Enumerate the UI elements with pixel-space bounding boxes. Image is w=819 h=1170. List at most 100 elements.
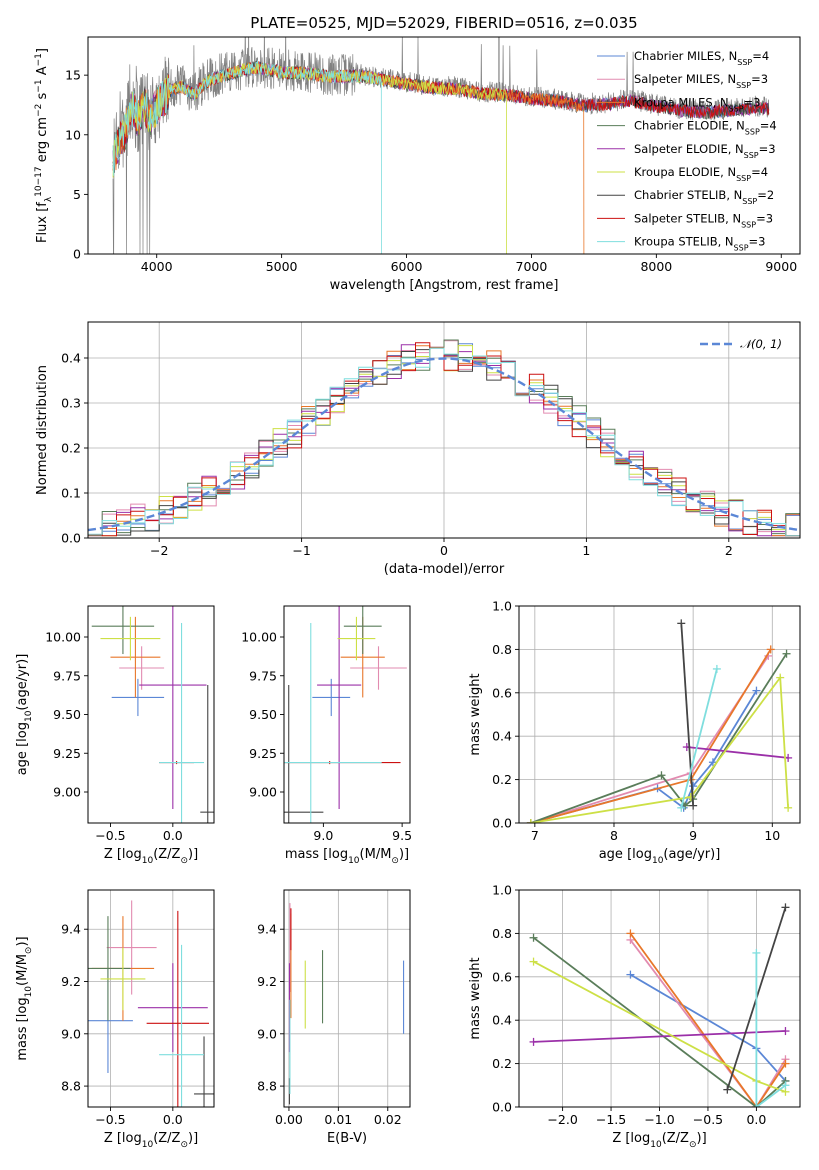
x-axis-label: E(B-V) [327, 1131, 367, 1146]
mass-vs-metallicity-plot-area [88, 890, 214, 1107]
y-tick-label: 9.75 [53, 668, 81, 683]
y-tick-label: 9.0 [257, 1026, 277, 1041]
y-tick-label: 10.00 [241, 630, 277, 645]
y-tick-label: 0.0 [492, 1100, 512, 1115]
weight-marker [781, 1027, 790, 1036]
error-bar-9 [159, 623, 205, 823]
figure-title: PLATE=0525, MJD=52029, FIBERID=0516, z=0… [250, 14, 637, 32]
weight-marker [657, 771, 666, 780]
error-bar-5 [139, 606, 207, 810]
weight-line-6 [530, 675, 789, 823]
model-spectrum-6 [112, 62, 507, 254]
y-tick-label: 8.8 [257, 1079, 277, 1094]
error-bar-7 [200, 685, 214, 823]
x-axis-label: Z [log10(Z/Z⊙)] [104, 847, 198, 866]
y-tick-label: 0.6 [492, 685, 512, 700]
x-tick-label: 10 [764, 828, 780, 843]
error-bar-9 [284, 623, 382, 823]
y-tick-label: 8.8 [61, 1079, 81, 1094]
weight-line-7 [680, 623, 694, 806]
y-tick-label: 0.4 [492, 1013, 512, 1028]
x-tick-label: 9.5 [392, 828, 412, 843]
weight-line-5 [533, 1030, 786, 1043]
legend-entry: Chabrier ELODIE, NSSP=4 [634, 119, 777, 137]
x-tick-label: 8 [610, 828, 618, 843]
y-tick-label: 0.4 [61, 351, 81, 366]
y-tick-label: 0.3 [61, 396, 81, 411]
x-tick-label: 2 [725, 543, 733, 558]
x-tick-label: −0.5 [95, 1112, 125, 1127]
weight-marker [708, 758, 717, 767]
model-spectrum-9 [112, 59, 382, 254]
mass-weight-vs-metallicity-panel: −2.0 −1.5 −1.0 −0.5 0.0 0.0 0.2 0.4 0.6 0.8 1.0 Z [… [468, 883, 801, 1150]
age-vs-metallicity-plot-area [91, 606, 214, 823]
y-tick-label: 9.2 [61, 974, 81, 989]
y-tick-label: 10 [65, 127, 81, 142]
legend-entry: Salpeter ELODIE, NSSP=3 [634, 142, 776, 160]
legend-entry: Chabrier STELIB, NSSP=2 [634, 188, 774, 206]
weight-line-3 [629, 932, 787, 1107]
error-bar-6 [100, 616, 161, 661]
axes-frame [518, 605, 801, 824]
weight-marker [752, 1103, 761, 1107]
legend-entry: Salpeter STELIB, NSSP=3 [634, 211, 773, 229]
y-tick-label: 0.6 [492, 969, 512, 984]
plots-layer: 4000 5000 6000 7000 8000 9000051015wavelength… [15, 36, 801, 1150]
y-tick-label: 9.00 [249, 785, 277, 800]
weight-marker [677, 803, 686, 812]
legend-entry: Kroupa ELODIE, NSSP=4 [634, 165, 768, 183]
error-bar-6 [100, 947, 146, 1011]
weight-marker [784, 803, 793, 812]
weight-marker [689, 782, 698, 791]
y-tick-label: 0.2 [492, 772, 512, 787]
mass-vs-metallicity-panel: −0.5 0.0 8.8 9.0 9.2 9.4 Z [log10(Z/Z⊙)] mass [… [15, 889, 215, 1150]
mass-weight-vs-age-plot-area [519, 606, 800, 823]
y-tick-label: 0.1 [61, 486, 81, 501]
error-bar-8 [146, 910, 210, 1107]
y-tick-label: 9.25 [249, 746, 277, 761]
spectrum-plot-area [112, 37, 770, 254]
weight-marker [766, 645, 775, 654]
weight-marker [781, 1081, 790, 1090]
x-tick-label: 9000 [765, 259, 797, 274]
error-bar-4 [91, 606, 155, 655]
y-tick-label: 0.4 [492, 729, 512, 744]
mass-vs-ebv-panel: 0.00 0.01 0.02 8.8 9.0 9.2 9.4 E(B-V) [257, 889, 411, 1146]
legend-entry: Chabrier MILES, NSSP=4 [634, 49, 769, 67]
y-tick-label: 9.4 [61, 922, 81, 937]
age-vs-metallicity-panel: −0.5 0.0 9.00 9.25 9.50 9.75 10.00 Z [log10(Z/Z… [15, 605, 215, 866]
weight-line-4 [532, 936, 787, 1107]
x-tick-label: −1.5 [596, 1112, 626, 1127]
x-tick-label: −0.5 [693, 1112, 723, 1127]
y-axis-label: Flux [fλ10−17 erg cm−2 s−1 A−1] [34, 48, 54, 243]
weight-marker [626, 970, 635, 979]
x-tick-label: 4000 [141, 259, 173, 274]
x-axis-label: Z [log10(Z/Z⊙)] [612, 1131, 706, 1150]
weight-marker [712, 664, 721, 673]
error-bar-5 [317, 606, 362, 810]
error-bar-4 [343, 606, 382, 655]
y-tick-label: 9.00 [53, 785, 81, 800]
weight-marker [752, 948, 761, 957]
x-tick-label: 9 [689, 828, 697, 843]
x-axis-label: (data-model)/error [384, 562, 505, 577]
y-tick-label: 9.50 [53, 707, 81, 722]
weight-marker [529, 957, 538, 966]
weight-marker [626, 929, 635, 938]
x-tick-label: −2.0 [547, 1112, 577, 1127]
x-tick-label: −0.5 [95, 828, 125, 843]
y-tick-label: 15 [65, 68, 81, 83]
y-tick-label: 1.0 [492, 599, 512, 614]
x-tick-label: 0.0 [163, 1112, 183, 1127]
y-axis-label: mass [log10(M/M⊙)] [15, 936, 34, 1060]
x-axis-label: Z [log10(Z/Z⊙)] [104, 1131, 198, 1150]
normal-distribution-curve [88, 357, 800, 532]
weight-marker [781, 1059, 790, 1068]
x-tick-label: 0.00 [275, 1112, 303, 1127]
y-tick-label: 0.0 [61, 531, 81, 546]
error-bar-7 [284, 685, 324, 823]
weight-line-5 [686, 746, 789, 759]
weight-marker [689, 801, 698, 810]
weight-marker [782, 649, 791, 658]
